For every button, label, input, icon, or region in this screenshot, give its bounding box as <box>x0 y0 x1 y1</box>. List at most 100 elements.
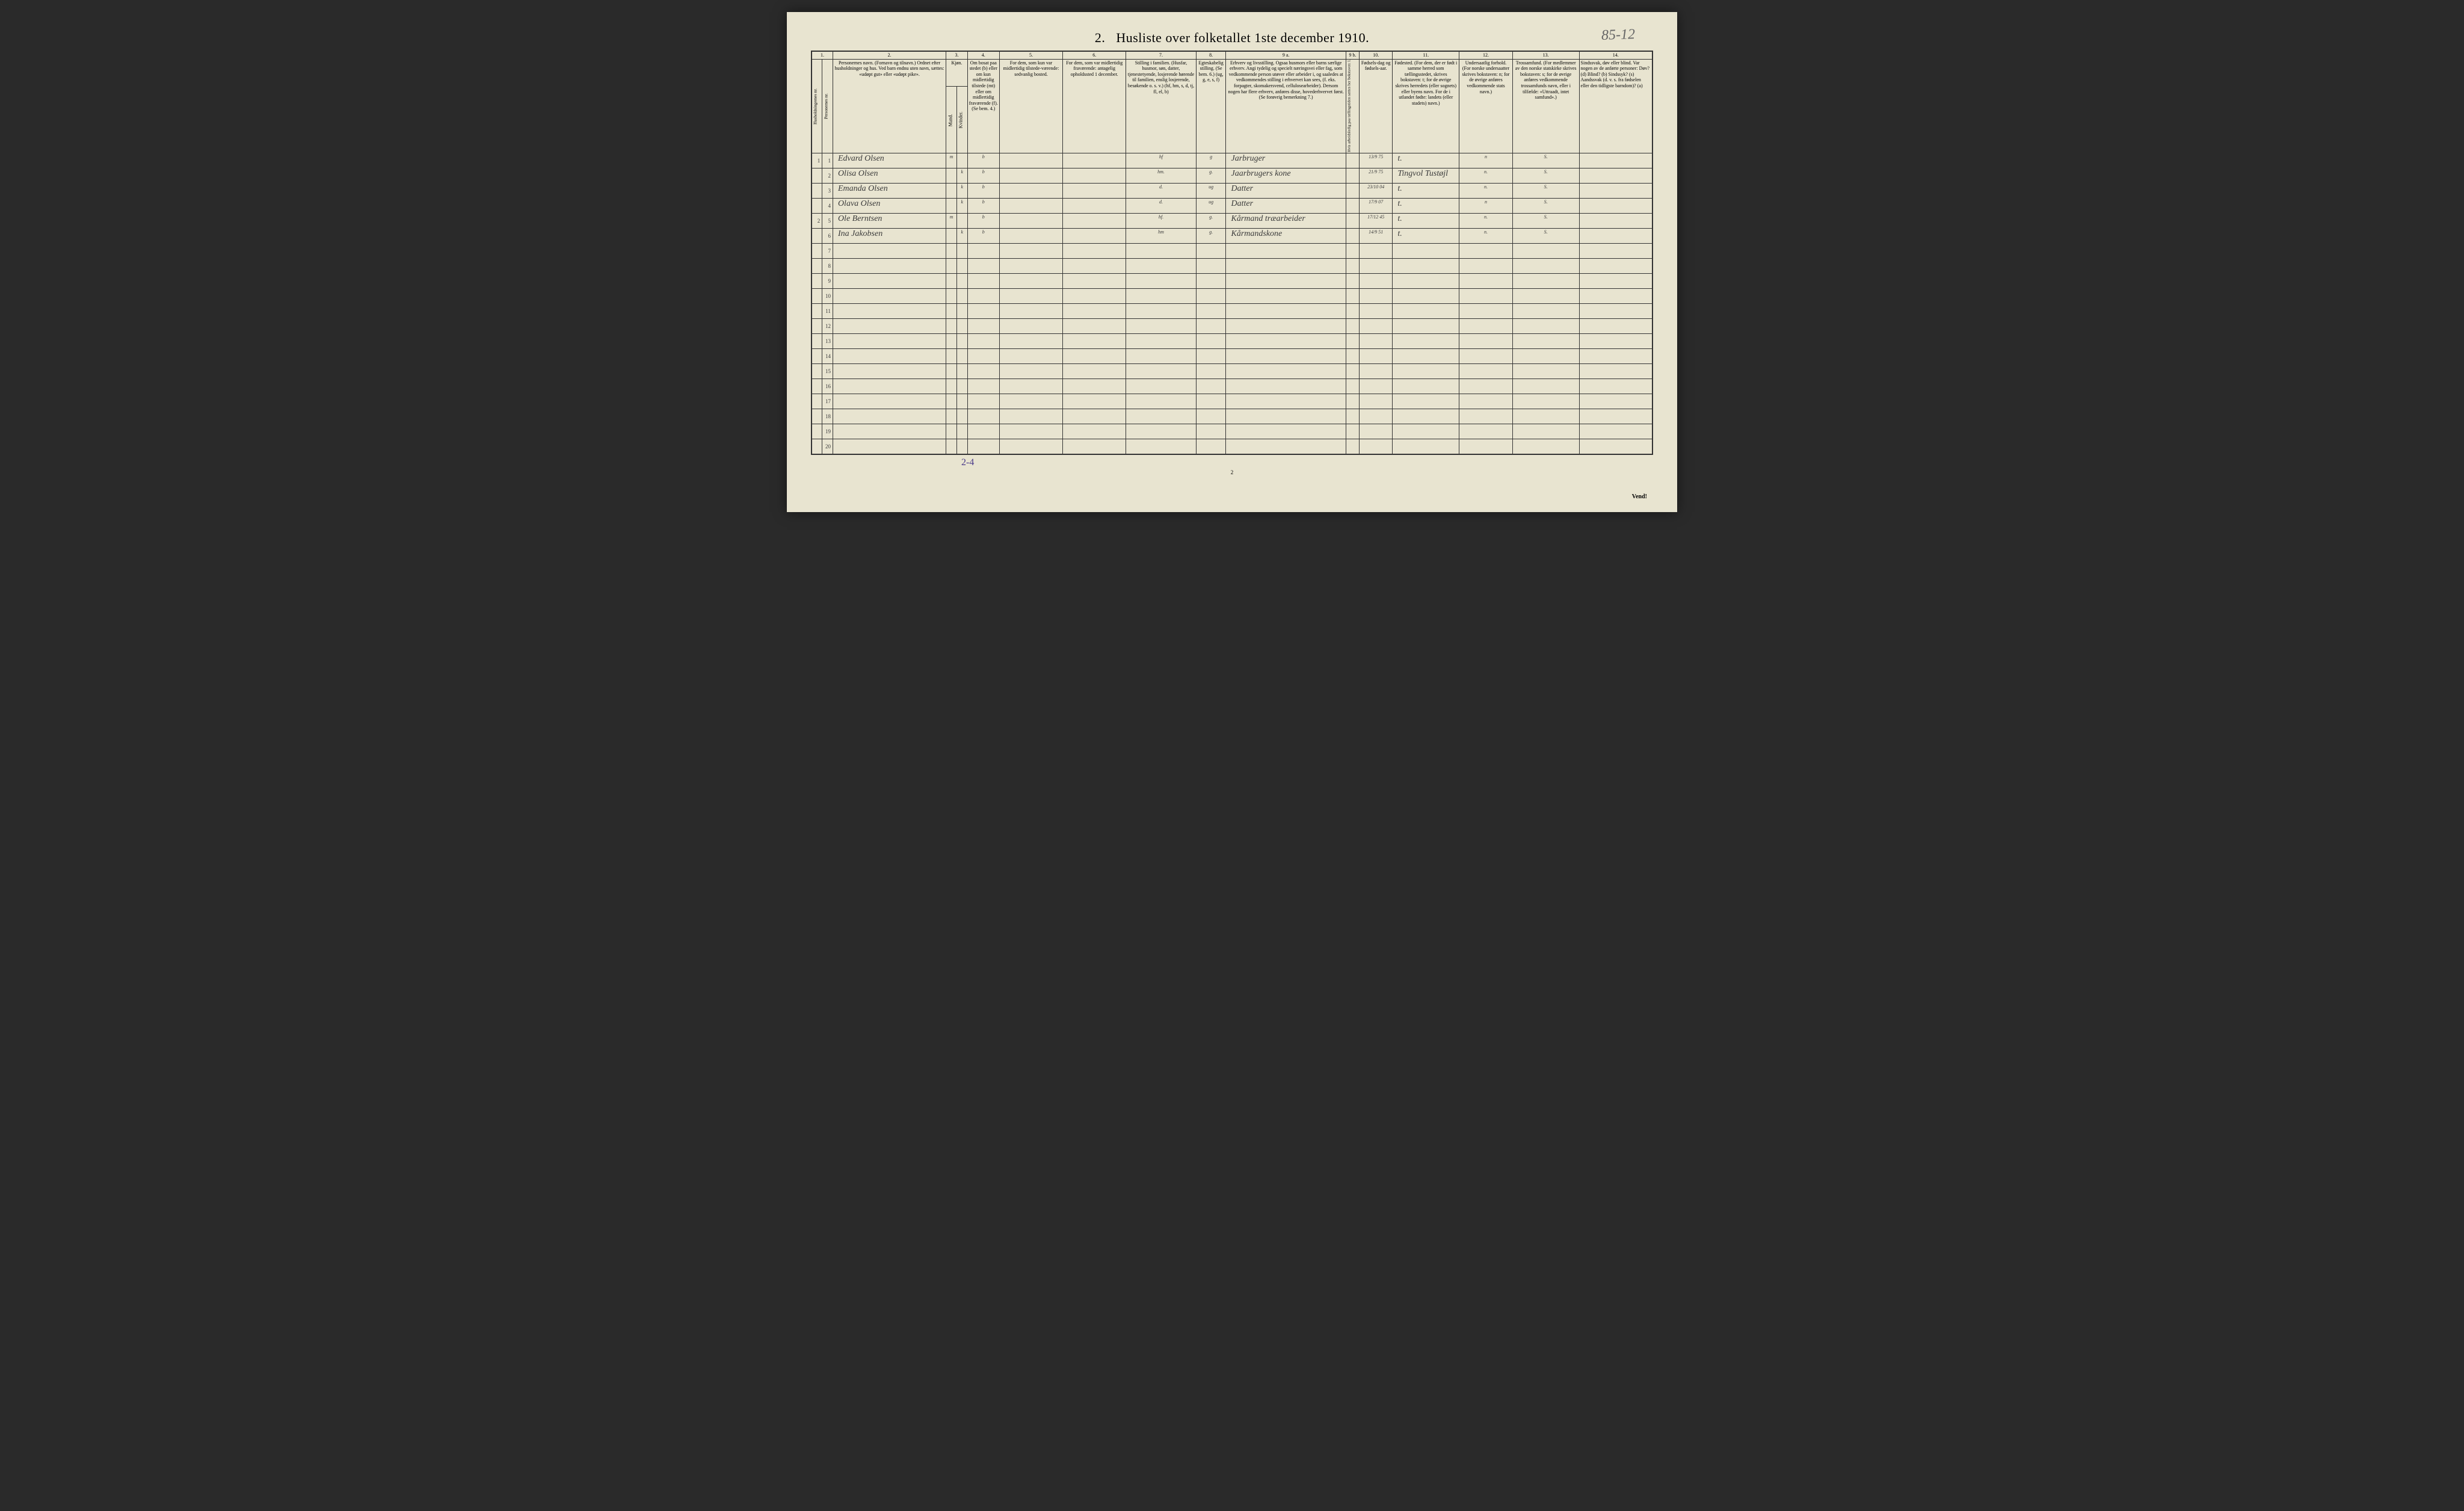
hdr-mand: Mand. <box>946 87 957 153</box>
cell-kvinne: k <box>956 199 967 214</box>
hdr-trossamfund: Trossamfund. (For medlemmer av den norsk… <box>1512 59 1579 153</box>
cell-bosat <box>967 364 999 379</box>
cell-bosat: b <box>967 214 999 229</box>
column-number-row: 1. 2. 3. 4. 5. 6. 7. 8. 9 a. 9 b. 10. 11… <box>812 51 1652 59</box>
cell-name <box>833 289 946 304</box>
cell-mand <box>946 349 957 364</box>
cell-undersaat <box>1459 424 1513 439</box>
cell-kvinne: k <box>956 184 967 199</box>
cell-erhverv <box>1226 364 1346 379</box>
cell-egteskab: ug <box>1196 199 1226 214</box>
cell-midl-frav <box>1063 424 1126 439</box>
cell-mand <box>946 439 957 455</box>
cell-erhverv <box>1226 304 1346 319</box>
cell-bosat: b <box>967 168 999 184</box>
cell-hhnr <box>812 184 822 199</box>
cell-midl-tilstede <box>999 259 1062 274</box>
cell-fodested: t. <box>1393 184 1459 199</box>
cell-sindssvak <box>1579 199 1652 214</box>
cell-trossamfund <box>1512 259 1579 274</box>
cell-fodselsdag <box>1360 439 1393 455</box>
cell-kvinne <box>956 244 967 259</box>
cell-bosat <box>967 439 999 455</box>
header-label-row: Husholdningernes nr. Personernes nr. Per… <box>812 59 1652 87</box>
cell-trossamfund: S. <box>1512 199 1579 214</box>
cell-trossamfund <box>1512 319 1579 334</box>
cell-midl-frav <box>1063 274 1126 289</box>
cell-bosat: b <box>967 153 999 168</box>
cell-egteskab <box>1196 439 1226 455</box>
cell-erhverv <box>1226 394 1346 409</box>
cell-trossamfund <box>1512 244 1579 259</box>
cell-arbeidsledig <box>1346 184 1359 199</box>
table-row: 16 <box>812 379 1652 394</box>
cell-fodested <box>1393 409 1459 424</box>
cell-hhnr <box>812 259 822 274</box>
cell-personnr: 7 <box>822 244 833 259</box>
cell-arbeidsledig <box>1346 334 1359 349</box>
colnum-2: 2. <box>833 51 946 59</box>
hdr-kjon: Kjøn. <box>946 59 967 87</box>
cell-personnr: 4 <box>822 199 833 214</box>
cell-hhnr <box>812 409 822 424</box>
hdr-fodested: Fødested. (For dem, der er født i samme … <box>1393 59 1459 153</box>
cell-personnr: 8 <box>822 259 833 274</box>
cell-midl-tilstede <box>999 304 1062 319</box>
cell-stilling-fam <box>1126 304 1196 319</box>
colnum-8: 8. <box>1196 51 1226 59</box>
cell-stilling-fam <box>1126 409 1196 424</box>
table-row: 11 <box>812 304 1652 319</box>
cell-mand <box>946 379 957 394</box>
cell-fodselsdag <box>1360 334 1393 349</box>
cell-erhverv <box>1226 319 1346 334</box>
cell-mand <box>946 289 957 304</box>
cell-midl-frav <box>1063 409 1126 424</box>
cell-fodselsdag: 13/9 75 <box>1360 153 1393 168</box>
cell-fodselsdag <box>1360 289 1393 304</box>
cell-stilling-fam <box>1126 379 1196 394</box>
cell-arbeidsledig <box>1346 319 1359 334</box>
colnum-13: 13. <box>1512 51 1579 59</box>
cell-fodselsdag <box>1360 349 1393 364</box>
cell-stilling-fam <box>1126 424 1196 439</box>
cell-stilling-fam <box>1126 244 1196 259</box>
cell-fodested <box>1393 334 1459 349</box>
cell-stilling-fam <box>1126 364 1196 379</box>
cell-stilling-fam: hm. <box>1126 168 1196 184</box>
cell-hhnr <box>812 379 822 394</box>
cell-midl-tilstede <box>999 199 1062 214</box>
cell-fodested <box>1393 424 1459 439</box>
cell-mand <box>946 259 957 274</box>
cell-trossamfund <box>1512 409 1579 424</box>
cell-mand <box>946 364 957 379</box>
hdr-bosat: Om bosat paa stedet (b) eller om kun mid… <box>967 59 999 153</box>
cell-sindssvak <box>1579 334 1652 349</box>
cell-name <box>833 349 946 364</box>
hdr-undersaat: Undersaatlig forhold. (For norske unders… <box>1459 59 1513 153</box>
cell-personnr: 16 <box>822 379 833 394</box>
table-row: 4Olava Olsenkbd.ugDatter17/9 07t.nS. <box>812 199 1652 214</box>
cell-sindssvak <box>1579 244 1652 259</box>
cell-stilling-fam: d. <box>1126 184 1196 199</box>
cell-undersaat <box>1459 274 1513 289</box>
cell-undersaat: n. <box>1459 168 1513 184</box>
cell-trossamfund <box>1512 364 1579 379</box>
cell-bosat: b <box>967 229 999 244</box>
cell-mand: m <box>946 153 957 168</box>
cell-undersaat <box>1459 334 1513 349</box>
cell-fodselsdag: 17/9 07 <box>1360 199 1393 214</box>
cell-hhnr <box>812 364 822 379</box>
cell-sindssvak <box>1579 153 1652 168</box>
cell-midl-frav <box>1063 349 1126 364</box>
cell-mand <box>946 229 957 244</box>
cell-kvinne: k <box>956 229 967 244</box>
cell-midl-tilstede <box>999 153 1062 168</box>
cell-name <box>833 244 946 259</box>
cell-stilling-fam <box>1126 274 1196 289</box>
cell-sindssvak <box>1579 184 1652 199</box>
cell-trossamfund <box>1512 334 1579 349</box>
cell-midl-frav <box>1063 439 1126 455</box>
cell-undersaat <box>1459 409 1513 424</box>
table-row: 14 <box>812 349 1652 364</box>
cell-undersaat <box>1459 319 1513 334</box>
